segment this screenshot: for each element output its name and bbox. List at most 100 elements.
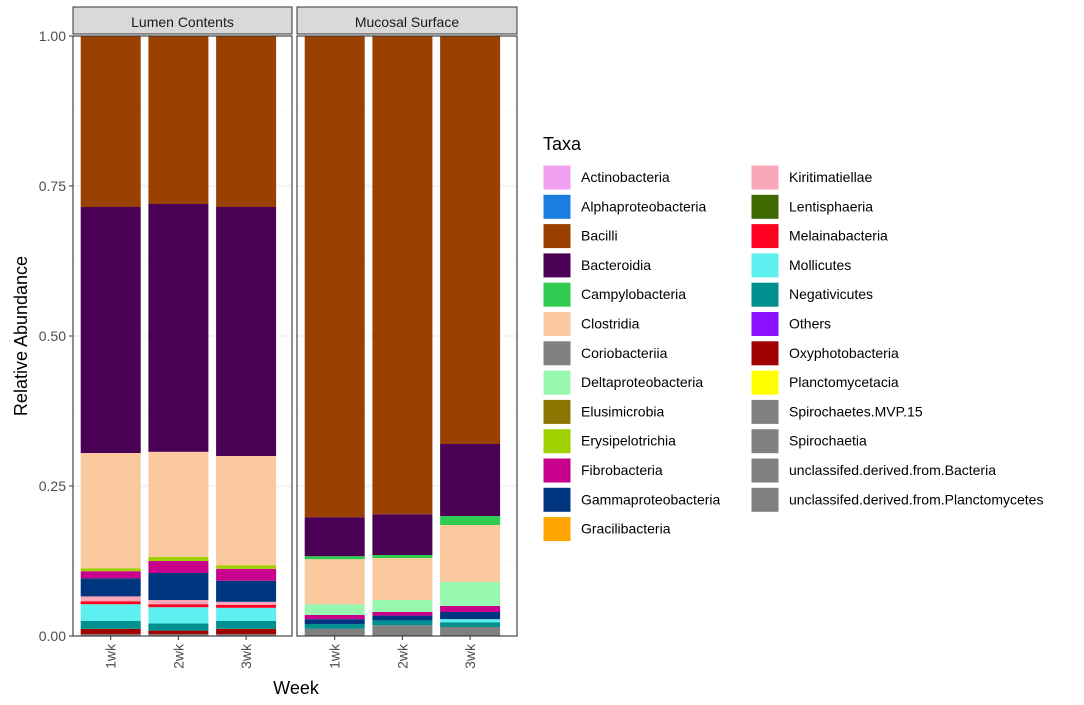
bar-segment bbox=[216, 628, 277, 635]
bar-stack-2wk bbox=[148, 36, 209, 636]
bar-segment bbox=[372, 612, 433, 616]
legend-label: Bacteroidia bbox=[581, 257, 651, 273]
bar-segment bbox=[372, 625, 433, 636]
bar-segment bbox=[440, 36, 501, 444]
panel-title: Mucosal Surface bbox=[355, 14, 459, 30]
legend-item: Mollicutes bbox=[750, 252, 851, 279]
bar-segment bbox=[304, 559, 365, 605]
bar-segment bbox=[148, 204, 209, 452]
legend-label: Spirochaetes.MVP.15 bbox=[789, 403, 923, 419]
bar-segment bbox=[80, 36, 141, 207]
legend-swatch bbox=[542, 311, 572, 337]
legend-item: Gammaproteobacteria bbox=[542, 486, 721, 513]
legend-item: Spirochaetia bbox=[750, 428, 867, 455]
bar-segment bbox=[216, 601, 277, 605]
legend-title: Taxa bbox=[543, 134, 582, 154]
legend-label: Coriobacteriia bbox=[581, 345, 668, 361]
bar-segment bbox=[80, 207, 141, 453]
legend-label: Kiritimatiellae bbox=[789, 169, 872, 185]
y-axis-title: Relative Abundance bbox=[11, 256, 31, 416]
bar-segment bbox=[216, 568, 277, 581]
legend-item: Negativicutes bbox=[750, 281, 873, 308]
legend-swatch bbox=[542, 223, 572, 250]
bar-segment bbox=[148, 451, 209, 557]
bar-segment bbox=[148, 630, 209, 635]
legend-label: Gracilibacteria bbox=[581, 521, 671, 537]
bar-segment bbox=[80, 568, 141, 572]
bar-segment bbox=[80, 634, 141, 636]
legend-label: Erysipelotrichia bbox=[581, 433, 676, 449]
bar-segment bbox=[216, 565, 277, 569]
bar-segment bbox=[440, 444, 501, 516]
legend-swatch bbox=[542, 486, 572, 513]
legend-swatch bbox=[750, 428, 780, 455]
legend-item: Planctomycetacia bbox=[750, 369, 899, 396]
legend-swatch bbox=[750, 193, 780, 220]
bar-segment bbox=[216, 604, 277, 608]
bar-segment bbox=[440, 606, 501, 612]
legend-label: Actinobacteria bbox=[581, 169, 670, 185]
bar-segment bbox=[148, 623, 209, 631]
legend-swatch bbox=[542, 340, 572, 367]
legend-swatch bbox=[542, 516, 572, 543]
legend-label: Deltaproteobacteria bbox=[581, 374, 703, 390]
legend-item: Melainabacteria bbox=[750, 223, 888, 250]
bar-segment bbox=[80, 578, 141, 597]
legend-label: Melainabacteria bbox=[789, 228, 888, 244]
y-tick-label: 0.50 bbox=[39, 328, 66, 344]
x-tick-label: 3wk bbox=[238, 643, 254, 669]
bar-segment bbox=[216, 634, 277, 636]
x-axis-title: Week bbox=[273, 678, 320, 698]
legend-label: Oxyphotobacteria bbox=[789, 345, 899, 361]
bar-segment bbox=[440, 627, 501, 636]
legend-label: Bacilli bbox=[581, 228, 618, 244]
legend-swatch bbox=[750, 340, 780, 367]
legend-label: Clostridia bbox=[581, 316, 640, 332]
bar-segment bbox=[304, 628, 365, 636]
bar-segment bbox=[304, 517, 365, 557]
bar-segment bbox=[216, 36, 277, 207]
bar-segment bbox=[216, 621, 277, 629]
bar-segment bbox=[440, 525, 501, 582]
y-tick-label: 0.00 bbox=[39, 628, 66, 644]
bar-segment bbox=[304, 624, 365, 629]
legend: Taxa Actinobacteria Alphaproteobacteria Ba… bbox=[542, 134, 1043, 543]
bar-segment bbox=[148, 634, 209, 636]
legend-label: Campylobacteria bbox=[581, 286, 686, 302]
bar-segment bbox=[80, 571, 141, 579]
bar-segment bbox=[372, 558, 433, 600]
legend-swatch bbox=[542, 457, 572, 484]
x-tick-label: 1wk bbox=[103, 643, 119, 669]
legend-item: Bacteroidia bbox=[542, 252, 651, 279]
bar-segment bbox=[216, 607, 277, 621]
legend-label: Gammaproteobacteria bbox=[581, 491, 721, 507]
legend-item: Clostridia bbox=[542, 311, 640, 337]
legend-item: Spirochaetes.MVP.15 bbox=[750, 398, 923, 425]
bar-segment bbox=[440, 582, 501, 606]
legend-swatch bbox=[542, 281, 572, 308]
bar-stack-2wk bbox=[372, 36, 433, 636]
panel-strip bbox=[72, 6, 293, 35]
bar-segment bbox=[304, 619, 365, 624]
legend-label: Elusimicrobia bbox=[581, 403, 664, 419]
legend-swatch bbox=[542, 398, 572, 425]
legend-item: Bacilli bbox=[542, 223, 618, 250]
x-tick-label: 3wk bbox=[462, 643, 478, 669]
y-tick-label: 1.00 bbox=[39, 28, 66, 44]
bar-segment bbox=[80, 453, 141, 569]
bar-segment bbox=[148, 600, 209, 605]
legend-item: Alphaproteobacteria bbox=[542, 193, 707, 220]
bar-segment bbox=[372, 620, 433, 626]
bar-segment bbox=[80, 621, 141, 629]
legend-swatch bbox=[750, 223, 780, 250]
legend-item: Lentisphaeria bbox=[750, 193, 873, 220]
bar-segment bbox=[80, 596, 141, 602]
panel-lumen-contents: Lumen Contents 1wk 2wk 3wk bbox=[72, 6, 293, 669]
legend-swatch bbox=[750, 398, 780, 425]
bar-segment bbox=[148, 604, 209, 608]
bar-segment bbox=[372, 555, 433, 558]
bar-segment bbox=[80, 628, 141, 635]
legend-swatch bbox=[542, 369, 572, 396]
legend-swatch bbox=[750, 369, 780, 396]
panel-border bbox=[296, 35, 518, 637]
